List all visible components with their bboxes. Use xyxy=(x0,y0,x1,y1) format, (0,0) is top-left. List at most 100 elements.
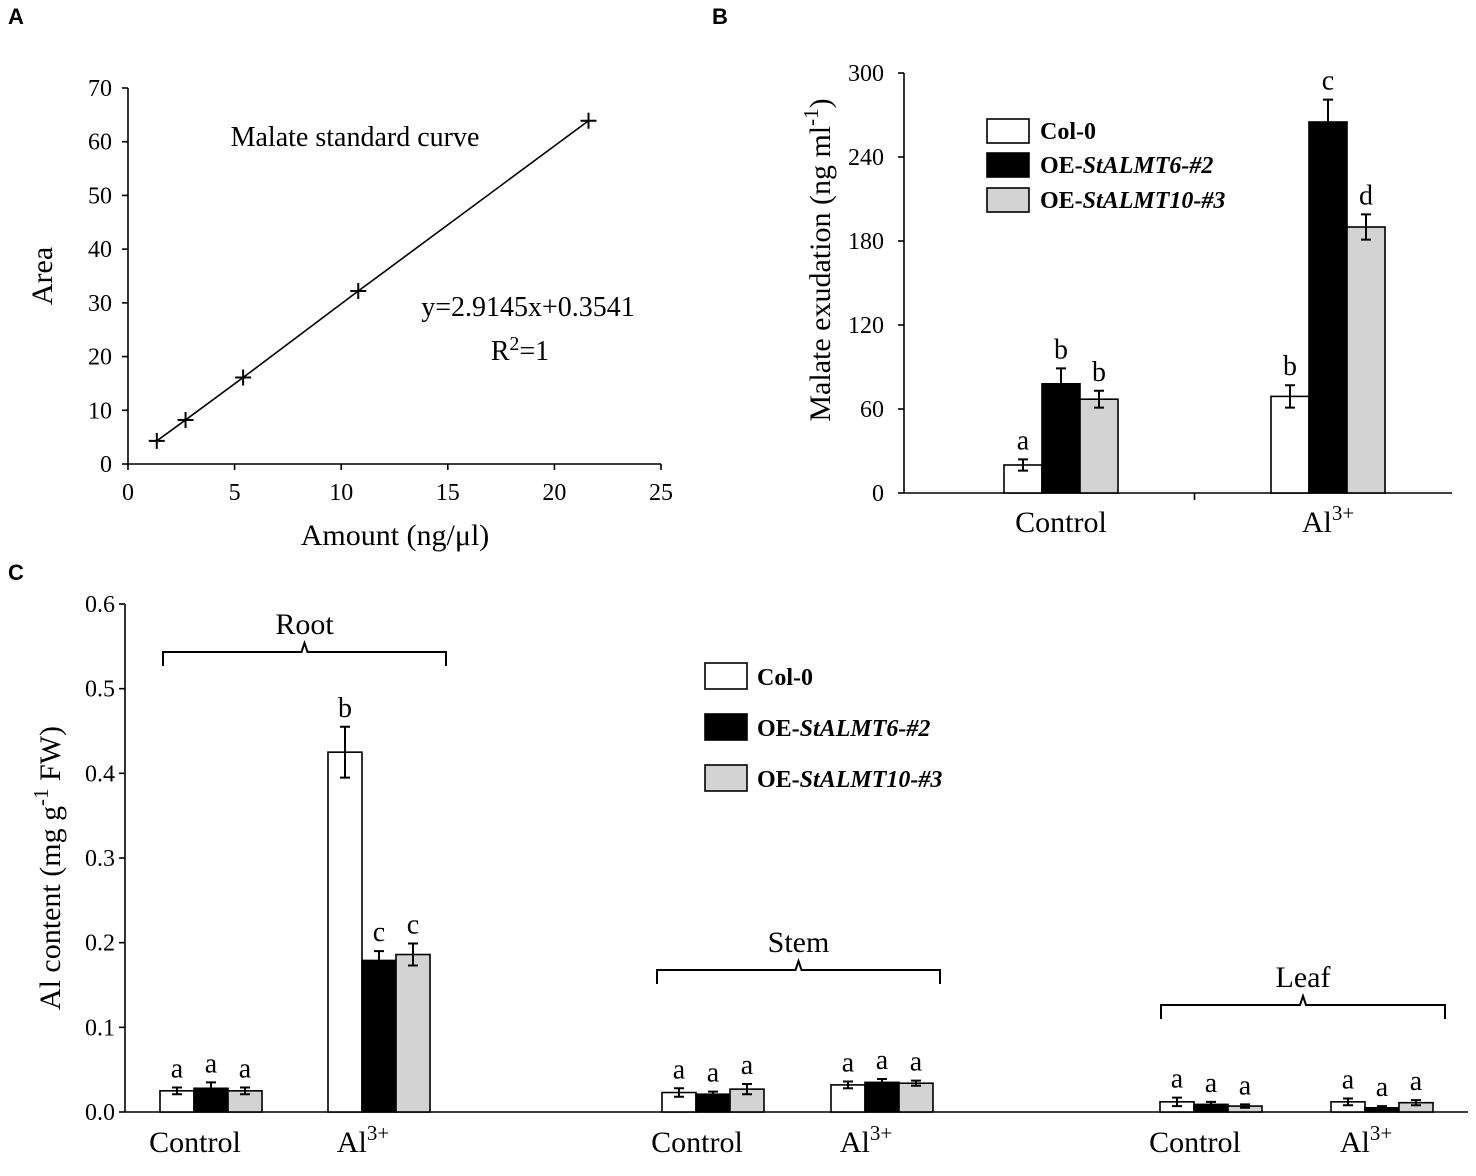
x-tick-label: 0 xyxy=(122,480,134,506)
error-bar xyxy=(1206,1100,1216,1108)
significance-letter: a xyxy=(1239,1070,1252,1101)
significance-letter: a xyxy=(910,1047,923,1078)
significance-letter: d xyxy=(1359,180,1373,211)
error-bar xyxy=(374,950,384,971)
y-tick-label: 0.5 xyxy=(85,677,115,703)
group-bracket xyxy=(162,639,447,666)
panel-c-label: C xyxy=(8,560,24,585)
x-category-label: Control xyxy=(1015,506,1107,539)
error-bar xyxy=(1018,458,1028,472)
significance-letter: b xyxy=(1092,357,1106,388)
bar xyxy=(864,1081,900,1113)
y-tick-label: 180 xyxy=(848,229,884,255)
significance-letter: a xyxy=(876,1045,889,1076)
legend-label: Col-0 xyxy=(1040,119,1096,145)
y-tick-label: 10 xyxy=(88,398,112,424)
group-bracket xyxy=(1160,992,1446,1019)
y-tick-label: 120 xyxy=(848,313,884,339)
data-point xyxy=(580,112,597,129)
legend-label: OE-StALMT10-#3 xyxy=(1040,188,1225,214)
error-bar xyxy=(172,1086,182,1096)
error-bar xyxy=(206,1081,216,1096)
legend-swatch xyxy=(986,118,1030,144)
significance-letter: a xyxy=(673,1054,686,1085)
legend-swatch xyxy=(986,152,1030,178)
significance-letter: b xyxy=(1283,351,1297,382)
error-bar xyxy=(240,1086,250,1096)
bar xyxy=(1346,226,1386,494)
data-point xyxy=(350,283,367,300)
y-tick-label: 60 xyxy=(860,397,884,423)
chart-title: Malate standard curve xyxy=(231,122,480,153)
x-category-label: Al3+ xyxy=(840,1121,892,1159)
bar xyxy=(1308,121,1348,494)
y-tick-label: 0 xyxy=(872,481,884,507)
significance-letter: a xyxy=(741,1050,754,1081)
bar xyxy=(898,1082,934,1113)
error-bar xyxy=(1411,1099,1421,1107)
y-tick-label: 0.3 xyxy=(85,846,115,872)
bar xyxy=(1270,395,1310,494)
error-bar xyxy=(1285,384,1295,409)
x-tick-label: 25 xyxy=(649,480,673,506)
y-tick-label: 0.2 xyxy=(85,931,115,957)
r-squared-label: R2=1 xyxy=(491,334,549,368)
significance-letter: a xyxy=(1342,1064,1355,1095)
fit-line xyxy=(156,120,589,442)
data-point xyxy=(177,411,194,428)
data-point xyxy=(148,432,165,449)
significance-letter: a xyxy=(1171,1064,1184,1095)
error-bar xyxy=(674,1087,684,1098)
y-axis-label: Al content (mg g-1 FW) xyxy=(29,726,67,1010)
x-category-label: Al3+ xyxy=(1340,1121,1392,1159)
significance-letter: a xyxy=(707,1058,720,1089)
bar xyxy=(361,959,397,1113)
bar xyxy=(1041,382,1081,494)
significance-letter: a xyxy=(171,1053,184,1084)
y-tick-label: 30 xyxy=(88,291,112,317)
significance-letter: c xyxy=(1322,66,1334,97)
y-tick-label: 0.0 xyxy=(85,1100,115,1126)
y-tick-label: 0.6 xyxy=(85,592,115,618)
error-bar xyxy=(1056,367,1066,401)
legend-swatch xyxy=(704,713,748,741)
x-axis-label: Amount (ng/μl) xyxy=(301,519,490,552)
x-category-label: Al3+ xyxy=(337,1121,389,1159)
error-bar xyxy=(1361,213,1371,241)
significance-letter: a xyxy=(1205,1068,1218,1099)
significance-letter: b xyxy=(1054,334,1068,365)
group-label: Root xyxy=(275,608,334,641)
y-tick-label: 300 xyxy=(848,61,884,87)
error-bar xyxy=(408,942,418,967)
error-bar xyxy=(1323,98,1333,146)
error-bar xyxy=(1343,1097,1353,1107)
y-tick-label: 40 xyxy=(88,237,112,263)
panel-a-label: A xyxy=(8,4,24,29)
x-category-label: Control xyxy=(149,1126,241,1159)
y-tick-label: 0 xyxy=(100,452,112,478)
error-bar xyxy=(911,1079,921,1087)
error-bar xyxy=(708,1090,718,1098)
y-tick-label: 20 xyxy=(88,345,112,371)
chart-a-standard-curve: 0 10 20 30 40 50 60 70 0 5 10 15 20 25 Malate standard… xyxy=(26,76,673,552)
significance-letter: a xyxy=(1017,425,1030,456)
x-category-label: Control xyxy=(651,1126,743,1159)
legend-label: OE-StALMT6-#2 xyxy=(1040,153,1213,179)
group-label: Stem xyxy=(768,926,830,959)
error-bar xyxy=(843,1080,853,1090)
x-tick-label: 20 xyxy=(542,480,566,506)
x-category-label: Al3+ xyxy=(1302,501,1354,539)
legend-swatch xyxy=(704,764,748,792)
significance-letter: a xyxy=(239,1053,252,1084)
error-bar xyxy=(742,1083,752,1096)
y-tick-label: 0.4 xyxy=(85,761,115,787)
y-tick-label: 60 xyxy=(88,130,112,156)
legend-label: OE-StALMT10-#3 xyxy=(757,767,942,793)
y-tick-label: 70 xyxy=(88,76,112,102)
error-bar xyxy=(1172,1096,1182,1108)
error-bar xyxy=(1094,389,1104,409)
panel-b-label: B xyxy=(712,4,728,29)
significance-letter: b xyxy=(338,693,352,724)
